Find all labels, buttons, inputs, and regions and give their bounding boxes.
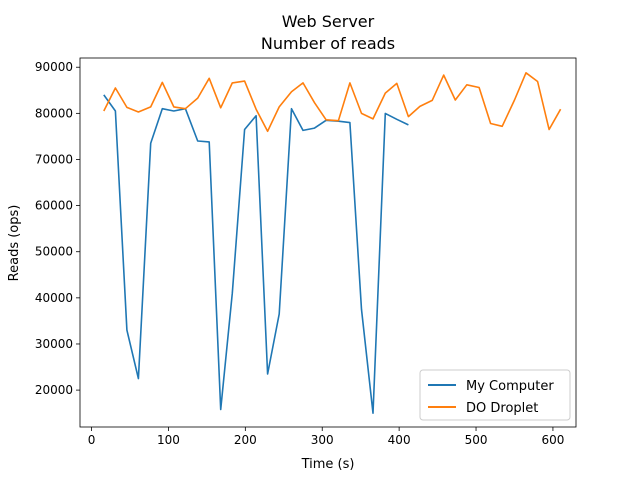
- y-axis-label: Reads (ops): [7, 205, 22, 282]
- data-point-do-droplet: [547, 127, 552, 132]
- y-tick-label: 20000: [35, 383, 73, 397]
- data-point-do-droplet: [301, 80, 306, 85]
- data-point-do-droplet: [406, 114, 411, 119]
- data-point-do-droplet: [383, 91, 388, 96]
- data-point-my-computer: [301, 128, 306, 133]
- data-point-my-computer: [195, 139, 200, 144]
- data-point-do-droplet: [430, 98, 435, 103]
- data-point-do-droplet: [277, 104, 282, 109]
- data-point-do-droplet: [535, 79, 540, 84]
- data-point-my-computer: [383, 111, 388, 116]
- data-point-my-computer: [406, 122, 411, 127]
- data-point-my-computer: [207, 139, 212, 144]
- x-tick-label: 200: [234, 433, 257, 447]
- data-point-do-droplet: [477, 85, 482, 90]
- data-point-my-computer: [347, 120, 352, 125]
- data-point-do-droplet: [324, 117, 329, 122]
- data-point-my-computer: [160, 106, 165, 111]
- data-point-do-droplet: [558, 107, 563, 112]
- data-point-my-computer: [277, 312, 282, 317]
- data-point-do-droplet: [464, 82, 469, 87]
- data-point-my-computer: [242, 127, 247, 132]
- y-tick-label: 30000: [35, 337, 73, 351]
- data-point-do-droplet: [171, 104, 176, 109]
- y-tick-label: 80000: [35, 106, 73, 120]
- x-tick-label: 500: [465, 433, 488, 447]
- data-point-do-droplet: [113, 86, 118, 91]
- y-tick-label: 50000: [35, 245, 73, 259]
- data-point-do-droplet: [347, 80, 352, 85]
- data-point-do-droplet: [336, 118, 341, 123]
- data-point-do-droplet: [417, 104, 422, 109]
- data-point-do-droplet: [524, 70, 529, 75]
- data-point-do-droplet: [359, 111, 364, 116]
- x-tick-label: 400: [388, 433, 411, 447]
- y-tick-label: 70000: [35, 152, 73, 166]
- data-point-do-droplet: [488, 121, 493, 126]
- data-point-my-computer: [371, 411, 376, 416]
- x-tick-label: 600: [541, 433, 564, 447]
- data-point-my-computer: [136, 376, 141, 381]
- data-point-my-computer: [394, 117, 399, 122]
- data-point-my-computer: [359, 307, 364, 312]
- data-point-my-computer: [124, 328, 129, 333]
- data-point-do-droplet: [195, 96, 200, 101]
- data-point-do-droplet: [230, 80, 235, 85]
- x-tick-label: 100: [157, 433, 180, 447]
- data-point-do-droplet: [207, 76, 212, 81]
- y-tick-label: 40000: [35, 291, 73, 305]
- data-point-my-computer: [265, 372, 270, 377]
- series-line-my-computer: [103, 94, 409, 415]
- data-point-do-droplet: [441, 73, 446, 78]
- data-point-do-droplet: [218, 105, 223, 110]
- series-line-do-droplet: [103, 72, 562, 133]
- x-tick-label: 0: [88, 433, 96, 447]
- legend-label-do-droplet: DO Droplet: [466, 401, 538, 416]
- data-point-do-droplet: [136, 110, 141, 115]
- data-point-my-computer: [289, 106, 294, 111]
- data-point-my-computer: [101, 92, 106, 97]
- data-point-my-computer: [312, 126, 317, 131]
- data-point-do-droplet: [371, 116, 376, 121]
- legend-box: [419, 369, 571, 421]
- data-point-do-droplet: [101, 109, 106, 114]
- data-point-do-droplet: [394, 81, 399, 86]
- x-axis-label: Time (s): [301, 457, 355, 472]
- data-point-do-droplet: [265, 129, 270, 134]
- data-point-do-droplet: [312, 100, 317, 105]
- data-point-do-droplet: [289, 89, 294, 94]
- chart-subtitle: Number of reads: [261, 34, 395, 53]
- chart-title: Web Server: [282, 12, 375, 31]
- data-point-do-droplet: [160, 80, 165, 85]
- data-point-my-computer: [148, 141, 153, 146]
- data-point-do-droplet: [453, 98, 458, 103]
- data-point-my-computer: [113, 109, 118, 114]
- data-point-do-droplet: [124, 105, 129, 110]
- y-axis: 20000 30000 40000 50000 60000 70000 80000 90000: [35, 60, 80, 397]
- data-point-do-droplet: [148, 104, 153, 109]
- data-point-do-droplet: [254, 107, 259, 112]
- x-axis: 0 100 200 300 400 500 600: [88, 427, 564, 447]
- series-layer: [101, 70, 563, 416]
- legend-label-my-computer: My Computer: [466, 379, 554, 394]
- plot-frame: [79, 57, 577, 428]
- data-point-do-droplet: [512, 98, 517, 103]
- data-point-do-droplet: [242, 79, 247, 84]
- y-tick-label: 90000: [35, 60, 73, 74]
- data-point-do-droplet: [500, 124, 505, 129]
- data-point-my-computer: [218, 407, 223, 412]
- data-point-my-computer: [230, 291, 235, 296]
- legend: My Computer DO Droplet: [419, 369, 571, 421]
- data-point-do-droplet: [183, 106, 188, 111]
- y-tick-label: 60000: [35, 199, 73, 213]
- x-tick-label: 300: [311, 433, 334, 447]
